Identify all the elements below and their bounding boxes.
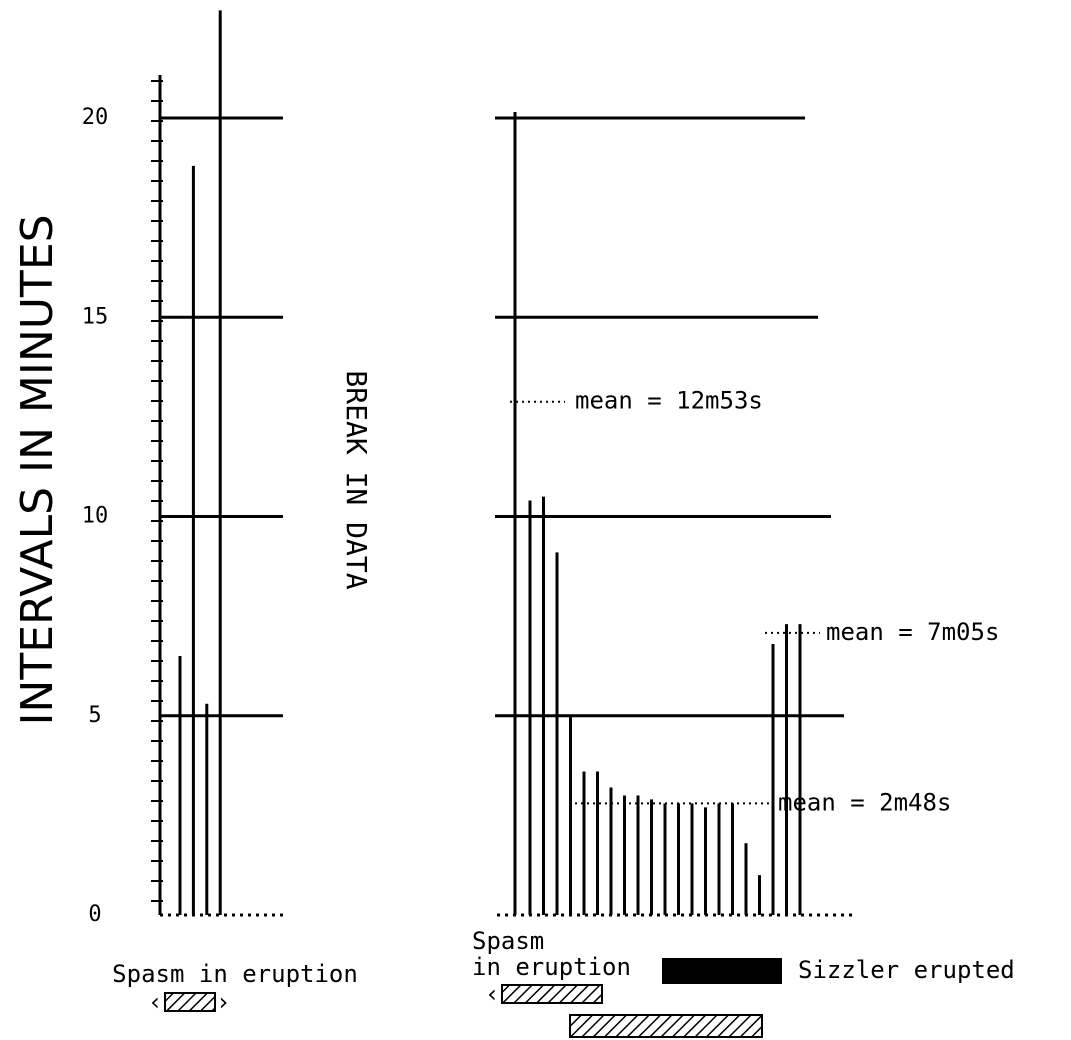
- spasm-box: [501, 984, 603, 1004]
- mean-label: mean = 2m48s: [778, 788, 951, 816]
- hatched-box: [569, 1014, 763, 1038]
- y-tick-label: 15: [82, 304, 109, 329]
- annotation: in eruption: [472, 953, 631, 981]
- annotation: Spasm: [472, 927, 544, 955]
- y-tick-label: 0: [88, 902, 101, 927]
- sizzler-legend: [662, 958, 782, 984]
- annotation: Sizzler erupted: [798, 956, 1015, 984]
- mean-label: mean = 7m05s: [826, 618, 999, 646]
- marker: ›: [216, 988, 230, 1016]
- y-tick-label: 20: [82, 105, 109, 130]
- marker: ‹: [148, 988, 162, 1016]
- mean-label: mean = 12m53s: [575, 387, 763, 415]
- spasm-box: [164, 992, 216, 1012]
- y-axis-label: INTERVALS IN MINUTES: [12, 214, 63, 725]
- break-label: BREAK IN DATA: [340, 370, 373, 589]
- y-tick-label: 5: [88, 703, 101, 728]
- y-tick-label: 10: [82, 504, 109, 529]
- marker: ‹: [485, 980, 499, 1008]
- annotation: Spasm in eruption: [112, 960, 358, 988]
